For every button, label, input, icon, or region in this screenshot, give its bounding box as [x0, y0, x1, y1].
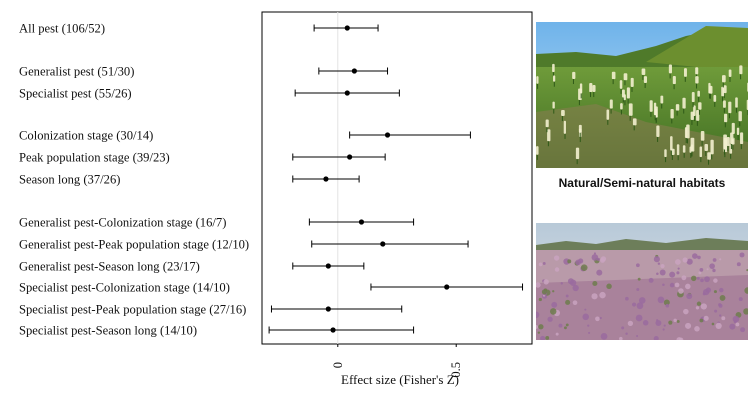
row-label: Specialist pest-Peak population stage (2…: [19, 303, 246, 317]
row-label: Generalist pest-Colonization stage (16/7…: [19, 216, 226, 230]
x-axis-label: Effect size (Fisher's Z): [341, 372, 459, 387]
x-tick-label: 0.5: [449, 362, 463, 378]
row-label: Specialist pest-Colonization stage (14/1…: [19, 281, 230, 295]
row-label: Specialist pest-Season long (14/10): [19, 324, 197, 338]
forest-rows: All pest (106/52) Generalist pest (51/30)…: [19, 22, 524, 338]
effect-size-point: [444, 284, 450, 290]
forest-row: Specialist pest-Peak population stage (2…: [19, 303, 403, 317]
row-label: Specialist pest (55/26): [19, 87, 132, 101]
effect-size-point: [358, 219, 365, 225]
effect-size-point: [351, 68, 357, 74]
effect-size-point: [344, 90, 350, 96]
effect-size-point: [380, 241, 386, 247]
effect-size-point: [330, 327, 336, 333]
effect-size-point: [384, 132, 391, 138]
row-label: Colonization stage (30/14): [19, 129, 153, 143]
forest-row: Season long (37/26): [19, 173, 360, 187]
forest-row: All pest (106/52): [19, 22, 379, 36]
effect-size-point: [347, 154, 353, 160]
forest-row: Specialist pest-Season long (14/10): [19, 324, 415, 338]
forest-row: Peak population stage (39/23): [19, 151, 386, 165]
effect-size-point: [323, 176, 329, 182]
row-label: Generalist pest-Season long (23/17): [19, 260, 200, 274]
effect-size-point: [325, 306, 331, 312]
forest-row: Generalist pest (51/30): [19, 65, 389, 79]
forest-row: Generalist pest-Season long (23/17): [19, 260, 365, 274]
x-tick-label: 0: [331, 362, 345, 368]
effect-size-point: [325, 263, 331, 269]
row-label: All pest (106/52): [19, 22, 105, 36]
effect-size-point: [344, 25, 350, 31]
habitat-photo-flowering-field: [536, 22, 748, 168]
forest-row: Colonization stage (30/14): [19, 129, 471, 143]
forest-row: Specialist pest-Colonization stage (14/1…: [19, 281, 524, 295]
forest-row: Specialist pest (55/26): [19, 87, 400, 101]
row-label: Generalist pest (51/30): [19, 65, 134, 79]
forest-row: Generalist pest-Colonization stage (16/7…: [19, 216, 415, 230]
row-label: Generalist pest-Peak population stage (1…: [19, 238, 249, 252]
x-axis-ticks: 0 0.5: [331, 344, 463, 378]
plot-frame: [261, 11, 533, 345]
forest-row: Generalist pest-Peak population stage (1…: [19, 238, 469, 252]
habitat-photo-flowering-steppe: [536, 223, 748, 340]
habitat-caption: Natural/Semi-natural habitats: [558, 176, 726, 190]
row-label: Season long (37/26): [19, 173, 120, 187]
row-label: Peak population stage (39/23): [19, 151, 170, 165]
forest-plot: All pest (106/52) Generalist pest (51/30)…: [19, 11, 533, 387]
